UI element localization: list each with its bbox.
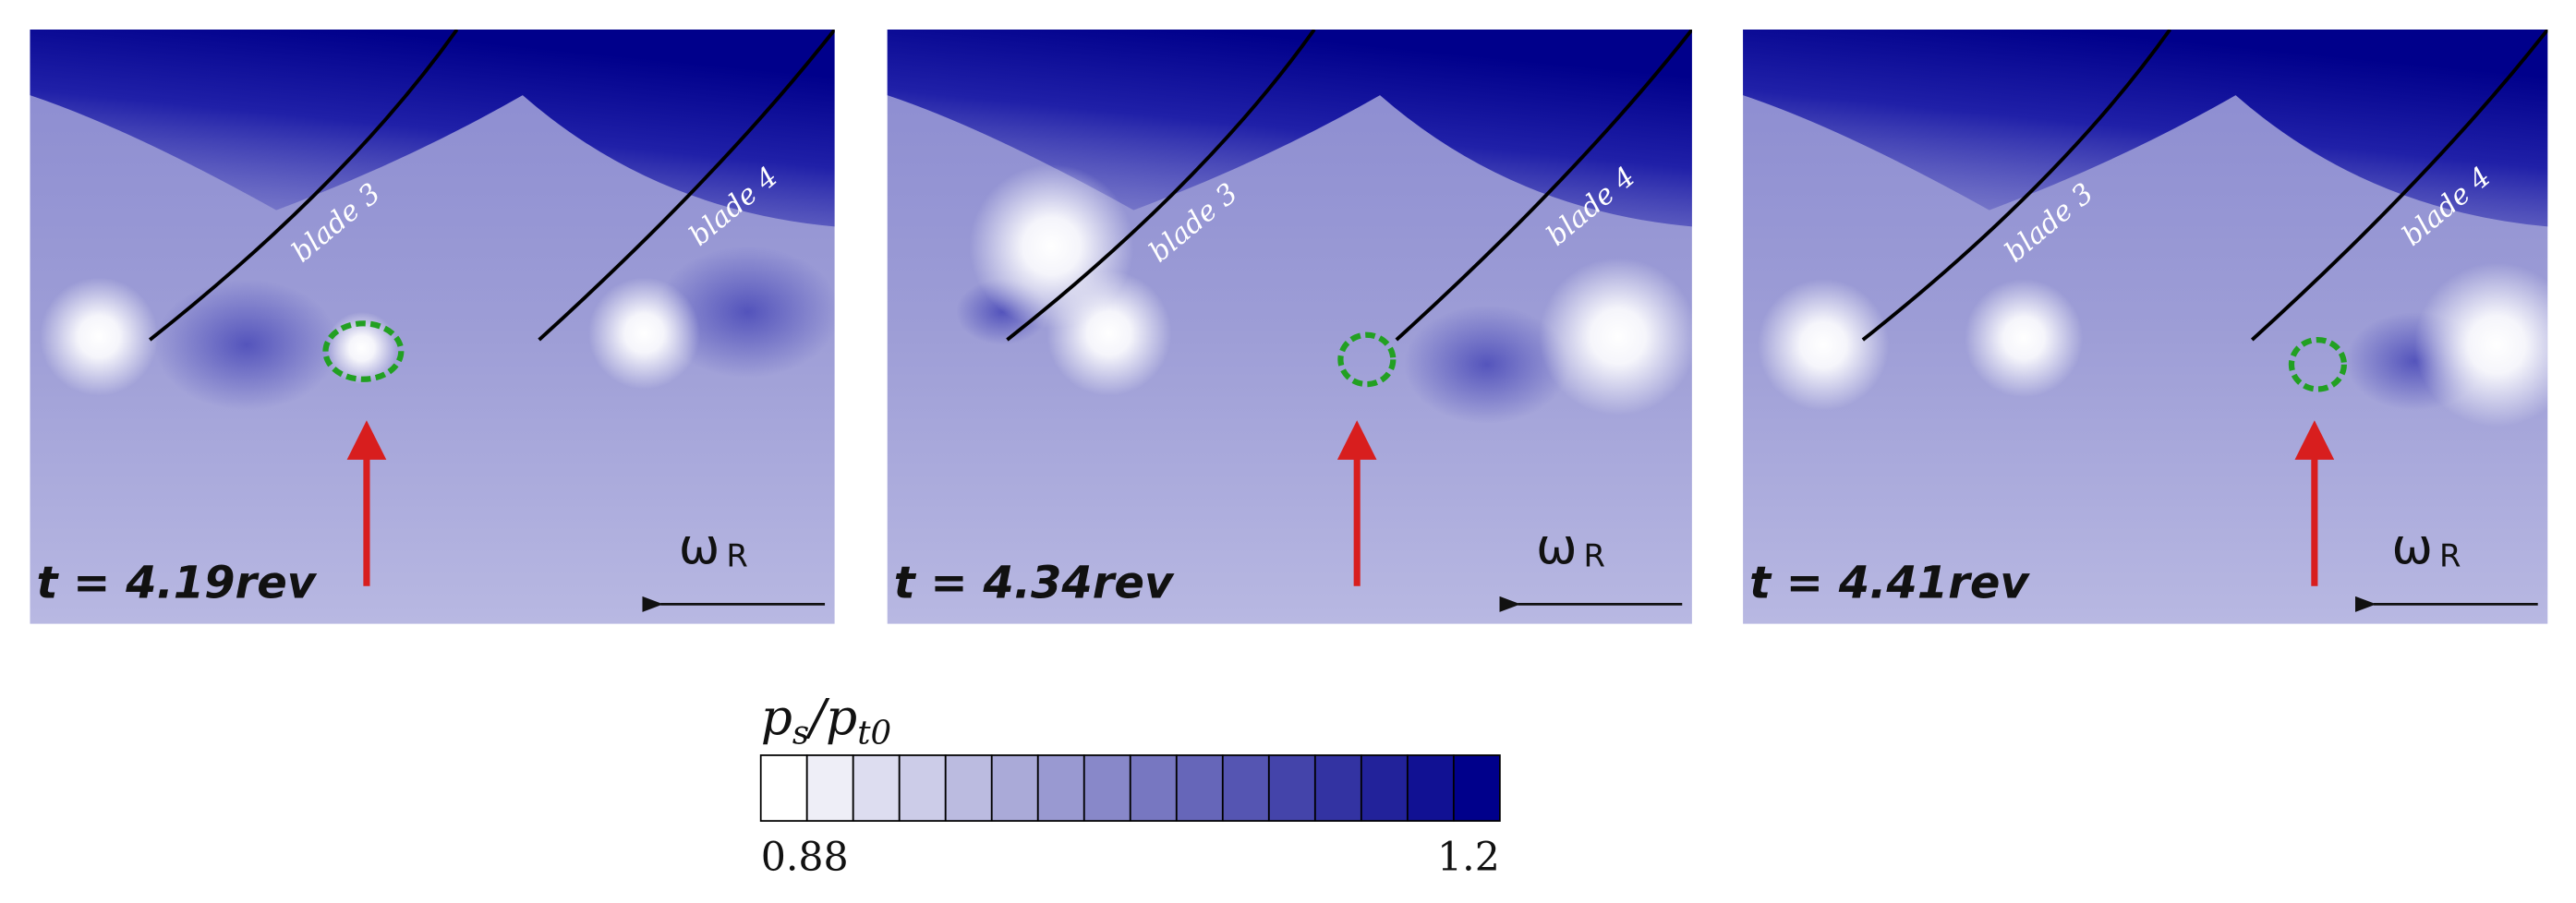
- low-spot: [655, 246, 835, 378]
- omega-label: ω: [679, 517, 720, 575]
- blade-4: [538, 30, 835, 342]
- high-spot: [969, 163, 1134, 329]
- probe-circle: [322, 320, 405, 382]
- omega-label: ω: [1536, 517, 1578, 575]
- colorbar-level: [759, 754, 808, 822]
- colorbar-level: [1267, 754, 1316, 822]
- time-label: t = 4.41rev: [1749, 557, 2030, 608]
- omega-sub: R: [1584, 537, 1605, 573]
- time-label: t = 4.19rev: [37, 557, 318, 608]
- colorbar-level: [1406, 754, 1455, 822]
- colorbar-level: [1129, 754, 1178, 822]
- blade-3: [149, 30, 459, 342]
- colorbar-level: [1313, 754, 1362, 822]
- colorbar-level: [990, 754, 1039, 822]
- high-spot: [40, 277, 159, 396]
- colorbar-level: [1175, 754, 1224, 822]
- low-pressure-region: [1743, 30, 2548, 227]
- colorbar-level: [1221, 754, 1270, 822]
- high-spot: [1539, 258, 1692, 415]
- colorbar-level: [1452, 754, 1501, 822]
- high-spot: [2414, 262, 2548, 427]
- colorbar-level: [1360, 754, 1409, 822]
- colorbar-label: ps/pt0: [761, 688, 891, 752]
- panel-field: [1743, 30, 2548, 624]
- colorbar-level: [1082, 754, 1131, 822]
- time-label: t = 4.34rev: [894, 557, 1175, 608]
- low-spot: [154, 279, 339, 411]
- colorbar-min: 0.88: [761, 834, 849, 880]
- blade-3: [1861, 30, 2171, 342]
- colorbar-level: [944, 754, 993, 822]
- blade-4: [2250, 30, 2548, 342]
- colorbar-level: [1036, 754, 1085, 822]
- probe-circle: [2288, 336, 2347, 392]
- colorbar-level: [898, 754, 947, 822]
- high-spot: [1758, 279, 1890, 411]
- blade-4: [1395, 30, 1692, 342]
- low-spot: [1404, 305, 1570, 424]
- probe-circle: [1337, 331, 1397, 388]
- high-spot: [1965, 279, 2084, 398]
- omega-sub: R: [726, 537, 747, 573]
- blade-3: [1006, 30, 1316, 342]
- colorbar-level: [805, 754, 854, 822]
- panel-field: [30, 30, 835, 624]
- omega-sub: R: [2439, 537, 2461, 573]
- high-spot: [587, 277, 700, 390]
- colorbar-level: [852, 754, 901, 822]
- omega-label: ω: [2391, 517, 2433, 575]
- panel-field: [887, 30, 1692, 624]
- colorbar-max: 1.2: [1437, 834, 1500, 880]
- low-pressure-region: [30, 30, 835, 227]
